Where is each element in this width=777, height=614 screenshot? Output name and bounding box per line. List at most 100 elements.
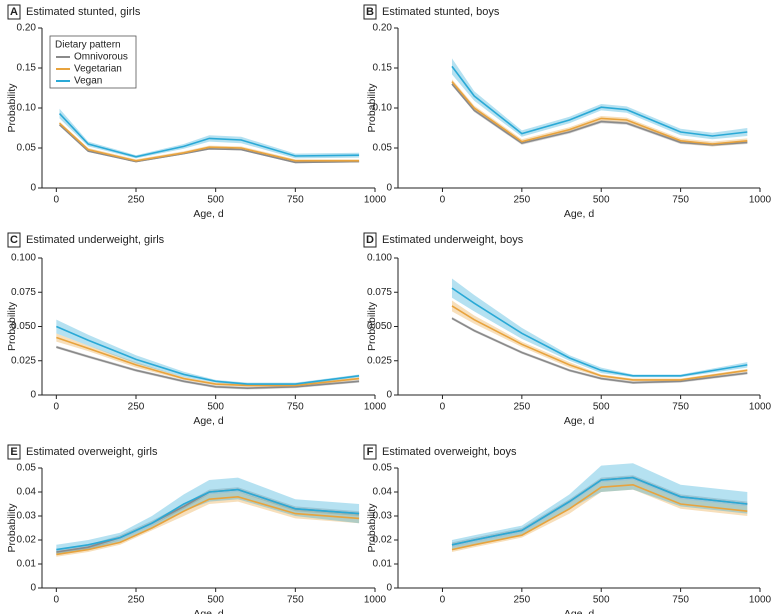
x-axis-label: Age, d — [564, 208, 595, 220]
x-axis-label: Age, d — [193, 208, 224, 220]
confidence-band — [59, 108, 360, 159]
legend-label: Omnivorous — [74, 52, 128, 63]
x-tick-label: 500 — [593, 195, 610, 206]
panel-label: A — [10, 6, 18, 18]
x-tick-label: 0 — [54, 195, 60, 206]
x-tick-label: 500 — [593, 402, 610, 413]
x-axis-label: Age, d — [564, 415, 595, 427]
x-tick-label: 750 — [672, 195, 689, 206]
y-tick-label: 0.075 — [367, 287, 392, 298]
panel: C Estimated underweight, girls 0 0.025 0.050… — [6, 232, 387, 427]
series-line — [451, 317, 748, 384]
confidence-band — [56, 477, 360, 555]
y-axis-label: Probability — [6, 503, 18, 553]
panel-label-box — [7, 4, 21, 20]
x-axis-label: Age, d — [193, 608, 224, 614]
x-tick-label: 500 — [207, 595, 224, 606]
x-tick-label: 500 — [207, 195, 224, 206]
panel-label: C — [10, 234, 18, 246]
panel-title: Estimated underweight, girls — [26, 234, 165, 246]
y-tick-label: 0.04 — [17, 487, 37, 498]
y-tick-label: 0.05 — [17, 463, 37, 474]
x-tick-label: 0 — [440, 402, 446, 413]
y-tick-label: 0 — [386, 583, 392, 594]
confidence-band — [56, 492, 360, 557]
y-tick-label: 0.03 — [373, 511, 393, 522]
panel-label: B — [366, 6, 374, 18]
y-tick-label: 0.01 — [17, 559, 37, 570]
x-tick-label: 1000 — [749, 595, 772, 606]
series-line — [56, 495, 360, 556]
panel-label: D — [366, 234, 374, 246]
series-line — [451, 81, 748, 145]
y-tick-label: 0.10 — [17, 103, 37, 114]
y-tick-label: 0.03 — [17, 511, 37, 522]
panel: F Estimated overweight, boys 0 0.01 0.02 0.03… — [363, 444, 772, 614]
y-tick-label: 0.025 — [367, 355, 392, 366]
panel-title: Estimated stunted, girls — [26, 6, 141, 18]
confidence-band — [451, 278, 748, 378]
x-tick-label: 0 — [440, 595, 446, 606]
y-axis-label: Probability — [366, 503, 378, 553]
x-tick-label: 500 — [207, 402, 224, 413]
y-tick-label: 0.100 — [11, 253, 36, 264]
series-line — [451, 305, 748, 381]
y-tick-label: 0 — [30, 183, 36, 194]
x-tick-label: 0 — [54, 402, 60, 413]
x-axis-label: Age, d — [564, 608, 595, 614]
y-tick-label: 0.075 — [11, 287, 36, 298]
legend-box — [49, 35, 137, 89]
panel-title: Estimated overweight, girls — [26, 446, 158, 458]
confidence-band — [56, 345, 360, 390]
y-tick-label: 0.20 — [373, 23, 393, 34]
series-line — [58, 113, 360, 158]
y-tick-label: 0.100 — [367, 253, 392, 264]
panel-label: E — [10, 446, 17, 458]
panel-label-box — [363, 232, 377, 248]
y-axis-label: Probability — [366, 301, 378, 351]
series-line — [56, 488, 360, 551]
y-tick-label: 0.02 — [17, 535, 37, 546]
series-line — [451, 476, 748, 546]
x-tick-label: 250 — [513, 195, 530, 206]
x-tick-label: 250 — [128, 195, 145, 206]
y-tick-label: 0.15 — [373, 63, 393, 74]
y-tick-label: 0.050 — [11, 321, 36, 332]
x-tick-label: 0 — [54, 595, 60, 606]
x-tick-label: 1000 — [364, 595, 387, 606]
y-tick-label: 0.15 — [17, 63, 37, 74]
series-line — [56, 325, 360, 385]
legend-label: Vegan — [74, 76, 102, 87]
x-tick-label: 750 — [672, 595, 689, 606]
x-axis-label: Age, d — [193, 415, 224, 427]
x-tick-label: 1000 — [364, 195, 387, 206]
series-line — [56, 336, 360, 387]
x-tick-label: 1000 — [749, 402, 772, 413]
y-axis-label: Probability — [6, 301, 18, 351]
y-tick-label: 0 — [30, 583, 36, 594]
panel-label: F — [367, 446, 374, 458]
y-tick-label: 0 — [30, 390, 36, 401]
series-line — [58, 122, 360, 162]
y-tick-label: 0.02 — [373, 535, 393, 546]
panel-title: Estimated underweight, boys — [382, 234, 524, 246]
x-tick-label: 250 — [513, 402, 530, 413]
y-tick-label: 0 — [386, 183, 392, 194]
y-tick-label: 0 — [386, 390, 392, 401]
confidence-band — [451, 300, 748, 382]
y-axis-label: Probability — [366, 83, 378, 133]
y-tick-label: 0.025 — [11, 355, 36, 366]
x-tick-label: 250 — [128, 595, 145, 606]
x-tick-label: 500 — [593, 595, 610, 606]
panel-label-box — [363, 444, 377, 460]
y-tick-label: 0.01 — [373, 559, 393, 570]
y-tick-label: 0.04 — [373, 487, 393, 498]
series-line — [451, 83, 748, 146]
y-tick-label: 0.05 — [17, 143, 37, 154]
legend-label: Vegetarian — [74, 64, 122, 75]
y-tick-label: 0.05 — [373, 143, 393, 154]
panel: D Estimated underweight, boys 0 0.025 0.050 0… — [363, 232, 772, 427]
x-tick-label: 0 — [440, 195, 446, 206]
y-tick-label: 0.050 — [367, 321, 392, 332]
